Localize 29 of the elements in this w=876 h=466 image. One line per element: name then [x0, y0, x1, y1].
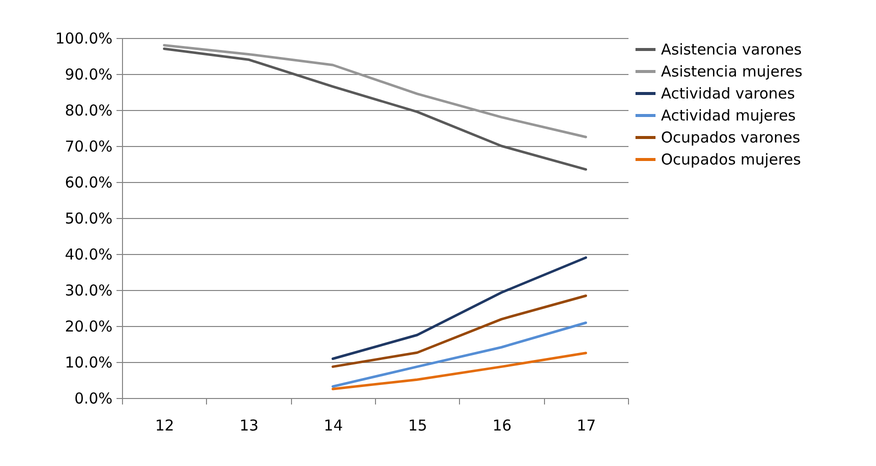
- legend-label: Ocupados varones: [661, 128, 800, 146]
- x-tick-label: 17: [576, 416, 596, 434]
- legend-label: Ocupados mujeres: [661, 150, 802, 168]
- y-tick-label: 90.0%: [64, 66, 112, 84]
- x-tick-label: 14: [324, 416, 343, 434]
- y-tick-label: 10.0%: [64, 354, 112, 372]
- y-tick-label: 0.0%: [74, 390, 112, 408]
- x-tick-label: 13: [239, 416, 259, 434]
- line-series: [162, 44, 588, 138]
- legend-label: Asistencia mujeres: [661, 62, 803, 80]
- line-series: [332, 352, 588, 390]
- x-tick-label: 16: [492, 416, 512, 434]
- legend-label: Actividad varones: [661, 84, 796, 102]
- y-tick-label: 70.0%: [64, 138, 112, 156]
- y-tick-label: 50.0%: [64, 210, 112, 228]
- line-series: [332, 256, 588, 360]
- line-series: [332, 322, 588, 388]
- legend-label: Actividad mujeres: [661, 106, 796, 124]
- y-tick-label: 60.0%: [64, 174, 112, 192]
- legend-label: Asistencia varones: [661, 40, 802, 58]
- line-series: [162, 48, 588, 171]
- y-tick-label: 30.0%: [64, 282, 112, 300]
- x-tick-label: 15: [408, 416, 428, 434]
- y-tick-label: 40.0%: [64, 246, 112, 264]
- y-tick-label: 100.0%: [55, 30, 112, 48]
- y-tick-label: 80.0%: [64, 102, 112, 120]
- line-series: [332, 294, 588, 368]
- x-tick-label: 12: [155, 416, 174, 434]
- y-tick-label: 20.0%: [64, 318, 112, 336]
